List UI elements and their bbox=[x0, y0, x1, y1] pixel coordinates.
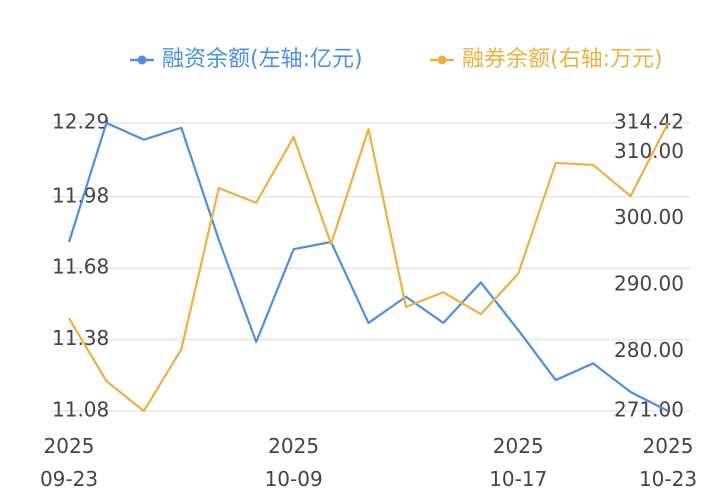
x-tick-label: 2025 09-23 bbox=[39, 434, 99, 491]
series-line bbox=[67, 121, 669, 412]
legend-dot bbox=[437, 55, 447, 65]
y2-tick-label: 280.00 bbox=[614, 338, 684, 362]
series-line bbox=[68, 122, 669, 413]
y2-tick-label: 290.00 bbox=[614, 271, 684, 295]
y-tick-label: 11.68 bbox=[52, 255, 109, 279]
legend-dot bbox=[137, 55, 147, 65]
y-tick-label: 12.29 bbox=[52, 110, 109, 134]
legend-item: 融券余额(右轴:万元) bbox=[430, 47, 663, 72]
y2-tick-label: 314.42 bbox=[614, 110, 684, 134]
y2-tick-label: 300.00 bbox=[614, 205, 684, 229]
legend-item: 融资余额(左轴:亿元) bbox=[130, 47, 363, 72]
y-tick-label: 11.08 bbox=[52, 398, 109, 422]
x-tick-label: 2025 10-09 bbox=[264, 434, 323, 491]
x-tick-label: 2025 10-23 bbox=[638, 434, 698, 491]
legend-label: 融券余额(右轴:万元) bbox=[462, 47, 663, 72]
x-tick-label: 2025 10-17 bbox=[489, 434, 548, 491]
legend-label: 融资余额(左轴:亿元) bbox=[162, 47, 363, 72]
